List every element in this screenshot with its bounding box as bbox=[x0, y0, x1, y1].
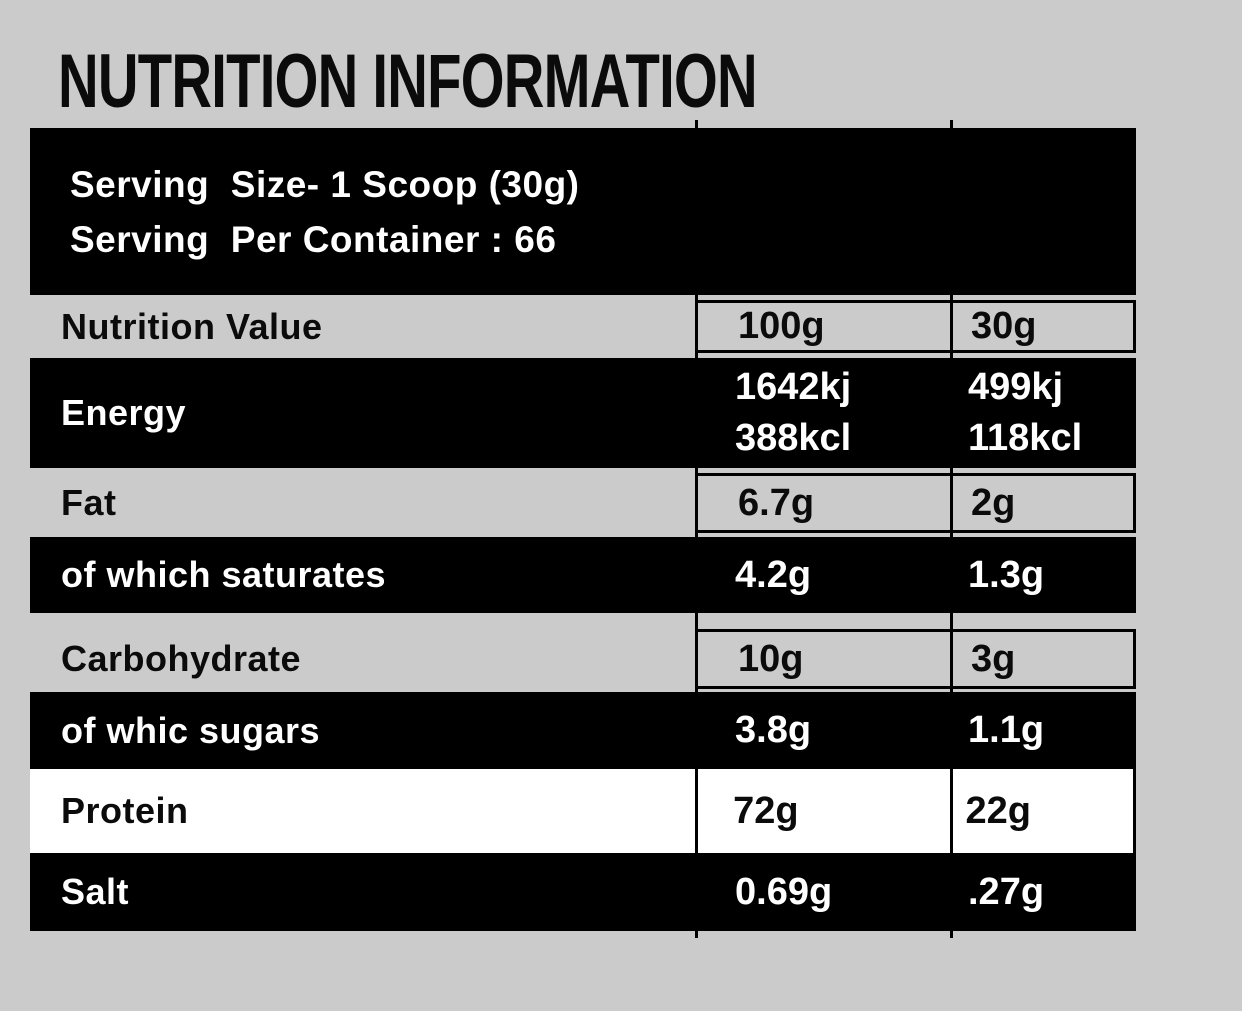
row-label: Fat bbox=[61, 482, 117, 523]
sugars-30g: 1.1g bbox=[968, 709, 1045, 751]
row-value-30g: 1.3g bbox=[950, 537, 1136, 613]
fat-30g: 2g bbox=[971, 481, 1016, 524]
row-value-30g: 499kj 118kcl bbox=[950, 358, 1136, 468]
row-label: Salt bbox=[61, 871, 130, 912]
page-title: NUTRITION INFORMATION bbox=[58, 39, 758, 124]
header-col-30g-text: 30g bbox=[971, 305, 1037, 347]
row-label: Protein bbox=[61, 790, 189, 831]
salt-30g: .27g bbox=[968, 870, 1045, 913]
row-value-30g: 3g bbox=[950, 629, 1136, 689]
table-row-fat: Fat 6.7g 2g bbox=[30, 473, 1136, 533]
row-label: of whic sugars bbox=[61, 709, 321, 751]
serving-banner: Serving Size- 1 Scoop (30g) Serving Per … bbox=[30, 128, 1136, 295]
row-value-100g: 1642kj 388kcl bbox=[695, 358, 950, 468]
row-value-30g: 2g bbox=[950, 473, 1136, 533]
energy-kcal-100g: 388kcl bbox=[735, 417, 852, 459]
row-value-100g: 3.8g bbox=[695, 692, 950, 769]
row-value-100g: 6.7g bbox=[695, 473, 950, 533]
row-label: Carbohydrate bbox=[61, 638, 302, 679]
row-value-100g: 0.69g bbox=[695, 853, 950, 931]
saturates-100g: 4.2g bbox=[735, 553, 812, 596]
table-row-protein: Protein 72g 22g bbox=[30, 769, 1136, 853]
energy-kj-100g: 1642kj bbox=[735, 366, 852, 408]
row-value-30g: 22g bbox=[947, 769, 1133, 853]
protein-30g: 22g bbox=[965, 789, 1031, 832]
row-value-30g: .27g bbox=[950, 853, 1136, 931]
table-row-energy: Energy 1642kj 388kcl 499kj 118kcl bbox=[30, 358, 1136, 468]
table-row-saturates: of which saturates 4.2g 1.3g bbox=[30, 537, 1136, 613]
table-row-carbohydrate: Carbohydrate 10g 3g bbox=[30, 629, 1136, 689]
row-label: Energy bbox=[61, 392, 187, 433]
header-nutrition-value: Nutrition Value bbox=[61, 305, 323, 347]
energy-kj-30g: 499kj bbox=[968, 366, 1064, 408]
column-divider-30g bbox=[950, 120, 953, 938]
fat-100g: 6.7g bbox=[738, 481, 815, 524]
column-divider-100g bbox=[695, 120, 698, 938]
table-header-row: Nutrition Value 100g 30g bbox=[30, 300, 1136, 353]
sugars-100g: 3.8g bbox=[735, 709, 812, 751]
row-value-100g: 4.2g bbox=[695, 537, 950, 613]
row-value-100g: 72g bbox=[693, 769, 947, 853]
header-col-100g: 100g bbox=[695, 300, 950, 353]
table-row-sugars: of whic sugars 3.8g 1.1g bbox=[30, 692, 1136, 769]
row-value-30g: 1.1g bbox=[950, 692, 1136, 769]
row-label: of which saturates bbox=[61, 554, 387, 595]
carbohydrate-30g: 3g bbox=[971, 637, 1016, 680]
serving-per-container-line: Serving Per Container : 66 bbox=[70, 218, 557, 260]
energy-kcal-30g: 118kcl bbox=[968, 417, 1083, 459]
serving-size-line: Serving Size- 1 Scoop (30g) bbox=[70, 163, 580, 205]
carbohydrate-100g: 10g bbox=[738, 637, 804, 680]
saturates-30g: 1.3g bbox=[968, 553, 1045, 596]
protein-100g: 72g bbox=[733, 789, 799, 832]
salt-100g: 0.69g bbox=[735, 870, 833, 913]
header-col-30g: 30g bbox=[950, 300, 1136, 353]
table-row-salt: Salt 0.69g .27g bbox=[30, 853, 1136, 931]
row-value-100g: 10g bbox=[695, 629, 950, 689]
header-col-100g-text: 100g bbox=[738, 305, 825, 347]
